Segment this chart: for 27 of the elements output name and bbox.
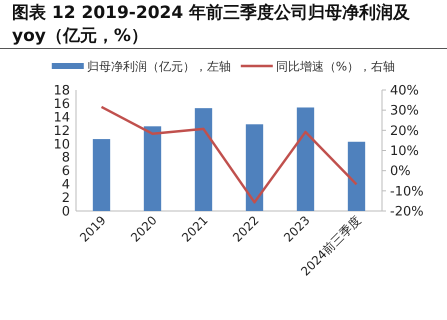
bar <box>144 126 162 211</box>
y-tick-label: 6 <box>62 164 70 180</box>
y-tick-label: 12 <box>53 124 70 139</box>
y2-tick-label: 30% <box>390 104 419 119</box>
y-tick-label: 0 <box>62 204 70 220</box>
bar <box>92 139 110 211</box>
chart-title: 图表 12 2019-2024 年前三季度公司归母净利润及 yoy（亿元，%） <box>12 2 412 48</box>
line-series <box>100 106 358 204</box>
bar <box>348 142 366 211</box>
bar <box>194 108 212 211</box>
y-tick-label: 8 <box>62 150 70 166</box>
bar <box>246 124 264 211</box>
legend-label: 归母净利润（亿元），左轴 <box>86 60 231 74</box>
y-tick-label: 4 <box>62 178 70 193</box>
legend-label: 同比增速（%），右轴 <box>276 60 396 74</box>
y-tick-label: 2 <box>62 191 70 206</box>
y2-tick-label: 40% <box>390 84 419 98</box>
y2-tick-label: 0% <box>390 164 411 180</box>
y2-tick-label: 10% <box>390 144 419 159</box>
y2-tick-label: 20% <box>390 124 419 139</box>
bar <box>296 107 314 211</box>
y-tick-label: 18 <box>53 84 70 98</box>
y2-tick-label: -10% <box>390 184 424 200</box>
y-tick-label: 10 <box>53 137 70 152</box>
y-tick-label: 14 <box>53 110 70 126</box>
y2-tick-label: -20% <box>390 204 424 220</box>
y-tick-label: 16 <box>53 96 70 112</box>
